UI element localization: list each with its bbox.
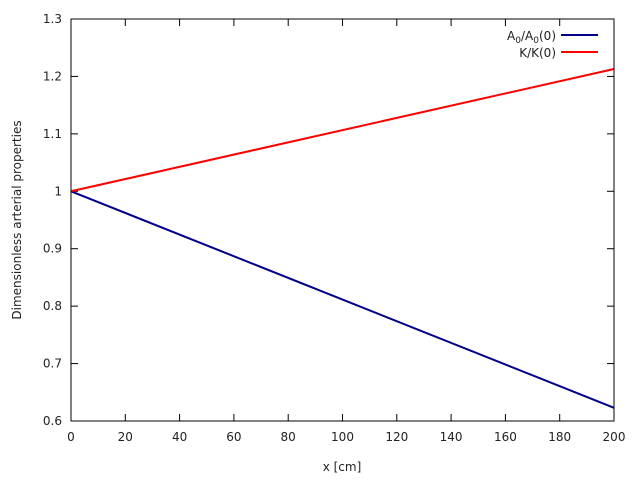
axis-ticks: 0 20 40 60 80 100 120 140 160 180 200 0.6 0.7 0.8 0.9 1… (43, 12, 626, 444)
legend-label-k: K/K(0) (519, 46, 556, 60)
x-tick-label: 180 (548, 430, 571, 444)
x-tick-label: 60 (226, 430, 241, 444)
x-tick-label: 120 (385, 430, 408, 444)
series-line (70, 67, 615, 193)
series-lines (70, 67, 615, 409)
y-tick-label: 1.3 (43, 12, 62, 26)
x-axis-label: x [cm] (323, 460, 362, 474)
x-tick-label: 0 (67, 430, 75, 444)
x-tick-label: 100 (331, 430, 354, 444)
y-tick-label: 0.8 (43, 299, 62, 313)
y-tick-label: 1.1 (43, 127, 62, 141)
x-tick-label: 40 (172, 430, 187, 444)
legend-label-a0: A0/A0(0) (507, 29, 556, 46)
y-tick-label: 1.2 (43, 69, 62, 83)
y-tick-label: 0.6 (43, 414, 62, 428)
x-tick-label: 200 (603, 430, 626, 444)
y-tick-label: 0.7 (43, 357, 62, 371)
y-tick-label: 0.9 (43, 242, 62, 256)
plot-frame (70, 18, 615, 422)
x-tick-label: 20 (118, 430, 133, 444)
x-tick-label: 160 (494, 430, 517, 444)
x-tick-label: 80 (281, 430, 296, 444)
legend: A0/A0(0) K/K(0) (507, 29, 598, 60)
y-tick-label: 1 (54, 184, 62, 198)
series-line (70, 190, 615, 409)
y-axis-label: Dimensionless arterial properties (10, 120, 24, 319)
x-tick-label: 140 (440, 430, 463, 444)
